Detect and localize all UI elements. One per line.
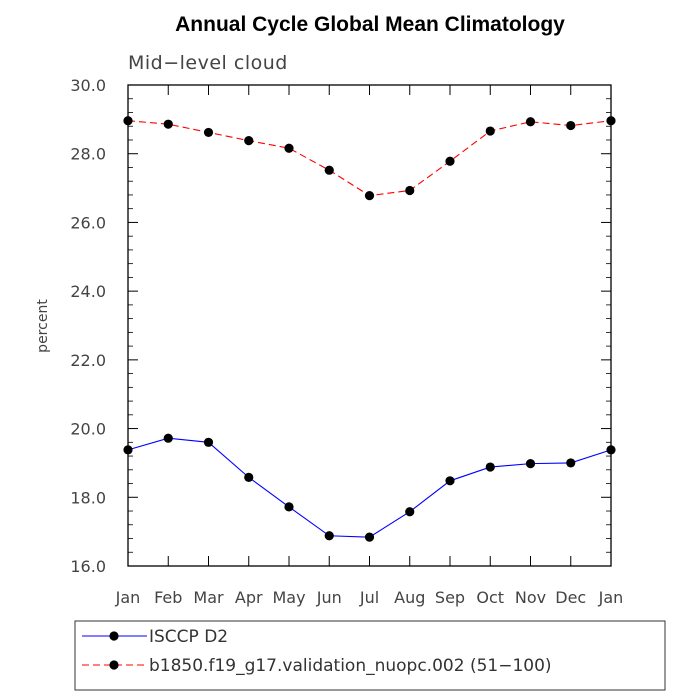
data-point (485, 126, 495, 136)
legend-box (74, 620, 666, 691)
x-tick-label: Jan (115, 588, 141, 607)
y-tick-label: 20.0 (70, 420, 106, 439)
x-tick-label: Sep (435, 588, 465, 607)
data-point (405, 185, 415, 196)
data-point (123, 445, 133, 455)
x-tick-label: Oct (476, 588, 504, 607)
data-point (525, 459, 536, 469)
legend-marker (109, 660, 119, 670)
y-tick-label: 24.0 (70, 282, 106, 301)
axes (127, 84, 612, 567)
x-tick-label: May (272, 588, 305, 607)
x-tick-label: Nov (515, 588, 546, 607)
data-point (606, 445, 616, 455)
data-point (606, 116, 616, 126)
x-tick-label: Feb (154, 588, 182, 607)
legend-label: b1850.f19_g17.validation_nuopc.002 (51−1… (149, 656, 552, 676)
data-point (525, 117, 536, 127)
data-point (244, 136, 254, 146)
series-1 (123, 433, 616, 542)
x-tick-label: Jan (598, 588, 624, 607)
chart-title: Annual Cycle Global Mean Climatology (175, 13, 565, 36)
series-2 (123, 116, 616, 201)
legend-entry: ISCCP D2 (82, 627, 228, 647)
series-line (127, 120, 612, 197)
x-tick-label: Jun (316, 588, 342, 607)
data-point (244, 472, 254, 482)
x-tick-label: Jul (359, 588, 379, 607)
series-line (127, 437, 612, 538)
data-point (566, 120, 576, 131)
y-tick-label: 26.0 (70, 213, 106, 232)
x-tick-label: Aug (394, 588, 425, 607)
y-tick-label: 28.0 (70, 145, 106, 164)
chart-subtitle: Mid−level cloud (128, 52, 288, 74)
data-point (485, 462, 495, 472)
y-tick-label: 18.0 (70, 488, 106, 507)
data-point (324, 531, 334, 541)
data-point (203, 437, 214, 447)
x-axis-ticks: Jan Feb Mar Apr May Jun Jul Aug Sep Oct Nov Dec Jan (115, 85, 624, 607)
y-tick-label: 30.0 (70, 76, 106, 95)
data-point (445, 476, 455, 486)
series-layer (123, 116, 616, 542)
x-tick-label: Mar (193, 588, 224, 607)
y-tick-label: 16.0 (70, 557, 106, 576)
data-point (405, 507, 415, 517)
data-point (445, 156, 455, 166)
data-point (284, 143, 294, 153)
legend-entry: b1850.f19_g17.validation_nuopc.002 (51−1… (82, 656, 552, 676)
data-point (203, 127, 214, 138)
y-axis-ticks: 16.0 18.0 20.0 22.0 24.0 26.0 28.0 30.0 (70, 76, 611, 576)
data-point (123, 116, 133, 126)
legend: ISCCP D2 b1850.f19_g17.validation_nuopc.0… (74, 620, 666, 691)
data-point (364, 532, 375, 542)
data-point (163, 433, 173, 443)
plot-frame (127, 84, 612, 567)
legend-marker (109, 631, 119, 641)
data-point (566, 458, 576, 468)
x-tick-label: Dec (555, 588, 586, 607)
data-point (163, 119, 173, 129)
data-point (364, 191, 375, 201)
y-axis-label: percent (35, 299, 51, 353)
data-point (284, 502, 294, 512)
x-tick-label: Apr (235, 588, 263, 607)
legend-label: ISCCP D2 (149, 627, 228, 647)
y-tick-label: 22.0 (70, 351, 106, 370)
data-point (324, 165, 334, 175)
